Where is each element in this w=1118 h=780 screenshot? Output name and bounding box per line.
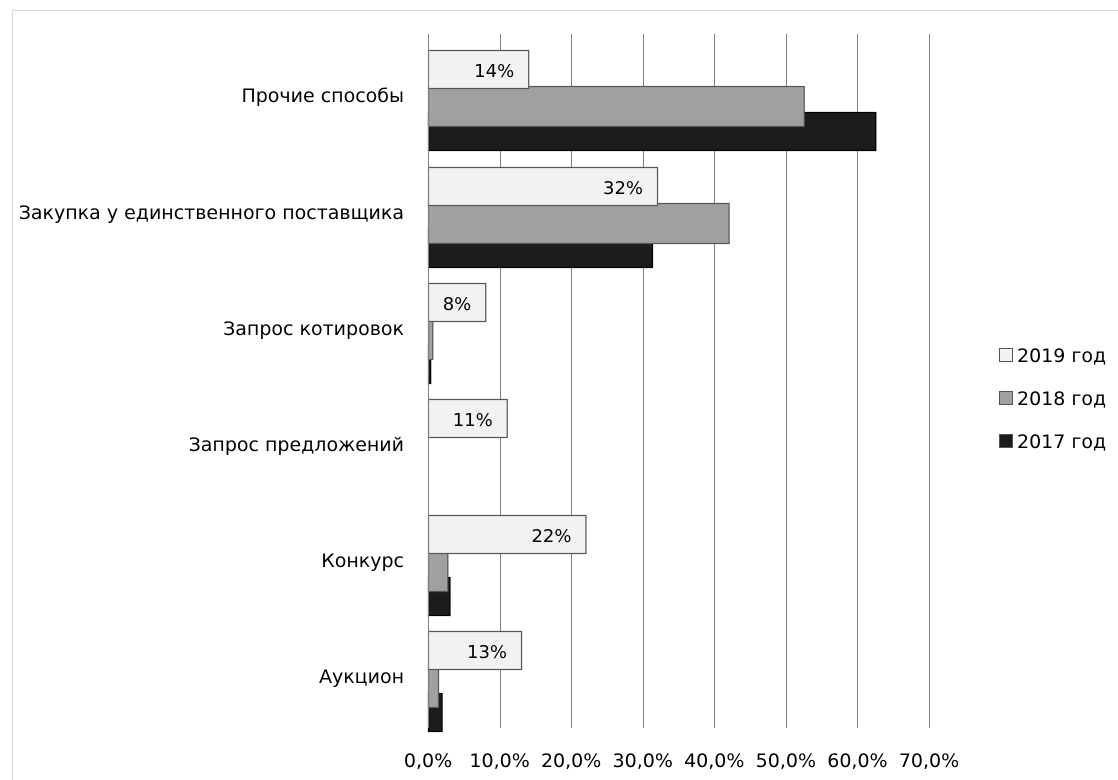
category-label: Запрос котировок	[223, 318, 404, 340]
legend-swatch-2017-год	[999, 434, 1013, 448]
data-label: 13%	[467, 642, 507, 663]
data-label: 8%	[443, 294, 472, 315]
bar-2018-год-0	[427, 85, 805, 128]
data-label: 14%	[474, 61, 514, 82]
bar-2018-год-4	[427, 550, 449, 593]
x-tick-label: 60,0%	[827, 750, 887, 772]
x-tick-label: 50,0%	[756, 750, 816, 772]
legend-label: 2018 год	[1017, 388, 1106, 410]
data-label: 11%	[453, 410, 493, 431]
x-tick-label: 0,0%	[404, 750, 452, 772]
data-label: 32%	[603, 178, 643, 199]
data-label: 22%	[531, 526, 571, 547]
x-tick-label: 20,0%	[541, 750, 601, 772]
x-tick-label: 10,0%	[469, 750, 529, 772]
x-tick-label: 40,0%	[684, 750, 744, 772]
legend-swatch-2018-год	[999, 391, 1013, 405]
bar-2018-год-5	[427, 666, 440, 709]
x-tick-label: 70,0%	[899, 750, 959, 772]
bar-2019-год-2	[427, 282, 487, 323]
category-label: Конкурс	[321, 550, 404, 572]
legend-swatch-2019-год	[999, 348, 1013, 362]
category-label: Аукцион	[319, 666, 404, 688]
x-tick-label: 30,0%	[613, 750, 673, 772]
legend-label: 2019 год	[1017, 345, 1106, 367]
bar-2019-год-1	[427, 166, 659, 207]
legend-label: 2017 год	[1017, 431, 1106, 453]
bar-2019-год-0	[427, 49, 530, 90]
bar-2019-год-3	[427, 398, 508, 439]
bar-2018-год-1	[427, 202, 730, 245]
bar-2019-год-5	[427, 630, 523, 671]
bar-2018-год-2	[427, 318, 434, 361]
category-label: Прочие способы	[241, 85, 404, 107]
category-label: Запрос предложений	[189, 434, 404, 456]
category-label: Закупка у единственного поставщика	[19, 202, 404, 224]
